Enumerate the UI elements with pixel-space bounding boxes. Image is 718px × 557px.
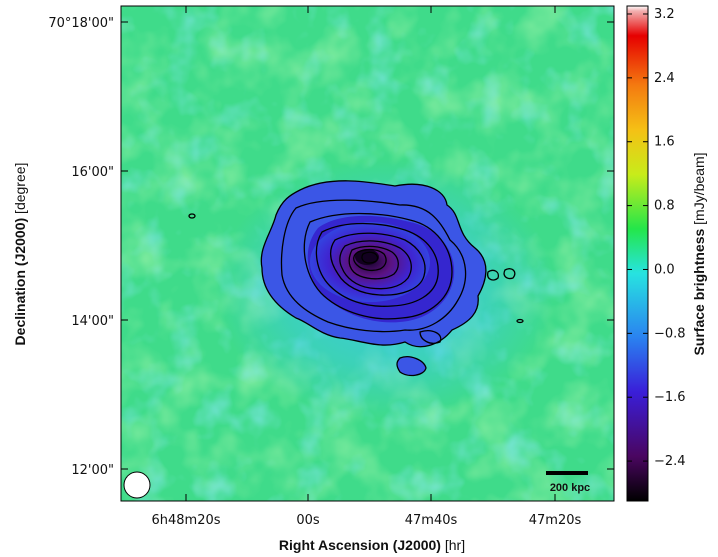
colorbar-tick-label: −1.6: [654, 390, 686, 405]
scale-bar-label: 200 kpc: [550, 482, 590, 494]
colorbar-tick-label: −0.8: [654, 326, 686, 341]
y-tick-label: 14'00": [71, 314, 114, 329]
x-tick-label: 47m40s: [405, 513, 458, 528]
x-tick-label: 00s: [296, 513, 320, 528]
y-tick-label: 12'00": [71, 463, 114, 478]
colorbar-tick-label: 3.2: [654, 7, 675, 22]
source-tail-emission: [397, 356, 426, 376]
plot-frame: [120, 5, 615, 502]
axis-tick-marks: [121, 6, 614, 501]
colorbar-tick-label: 1.6: [654, 135, 675, 150]
colorbar-ticks: 3.2 2.4 1.6 0.8 0.0 −0.8 −1.6 −2.4: [627, 7, 686, 469]
contour-lines: [188, 180, 524, 377]
colorbar-tick-label: −2.4: [654, 454, 686, 469]
x-tick-label: 47m20s: [529, 513, 582, 528]
scale-bar: 200 kpc: [546, 471, 590, 494]
beam-circle: [123, 471, 151, 499]
y-tick-labels: 70°18'00" 16'00" 14'00" 12'00": [48, 16, 114, 478]
heatmap-image: [121, 6, 614, 501]
y-tick-label: 70°18'00": [48, 16, 114, 31]
y-tick-label: 16'00": [71, 165, 114, 180]
y-axis-title: Declination (J2000) [degree]: [12, 163, 28, 346]
colorbar-gradient: [626, 5, 649, 502]
x-tick-label: 6h48m20s: [151, 513, 220, 528]
colorbar-tick-label: 2.4: [654, 71, 675, 86]
colorbar-title: Surface brightness [mJy/beam]: [691, 152, 707, 355]
colorbar: 3.2 2.4 1.6 0.8 0.0 −0.8 −1.6 −2.4: [626, 5, 686, 502]
colorbar-tick-label: 0.8: [654, 199, 675, 214]
x-tick-labels: 6h48m20s 00s 47m40s 47m20s: [151, 513, 581, 528]
colorbar-tick-label: 0.0: [654, 262, 675, 277]
x-axis-title: Right Ascension (J2000) [hr]: [279, 537, 465, 553]
